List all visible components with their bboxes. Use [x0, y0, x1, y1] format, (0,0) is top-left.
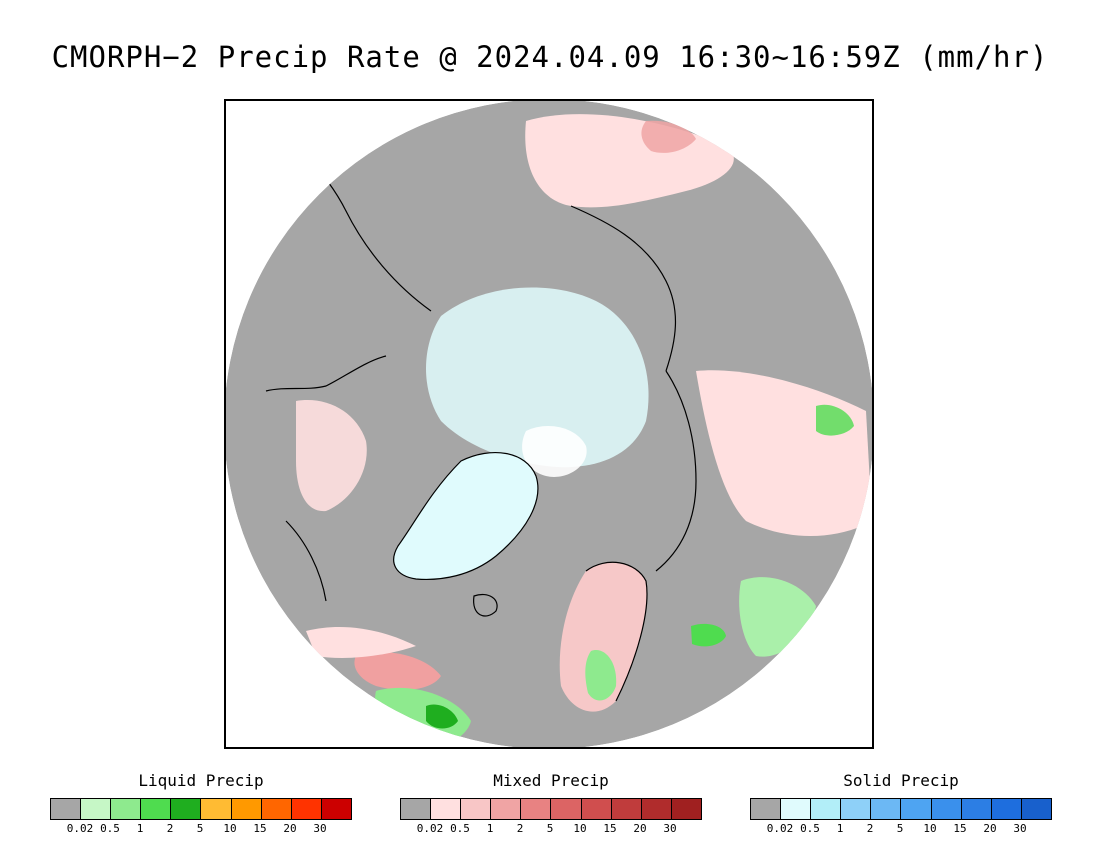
legend-tick-label: 30	[663, 822, 677, 835]
region-scandinavia-mixed	[559, 562, 647, 712]
legend-tick-label: 0.02	[66, 822, 94, 835]
legend-title: Liquid Precip	[138, 771, 264, 790]
legend-title: Solid Precip	[843, 771, 959, 790]
legend-swatch	[581, 799, 612, 819]
legend-tick-label: 0.02	[766, 822, 794, 835]
legend-swatch	[81, 799, 112, 819]
legend-liquid: Liquid Precip 0.02 0.5 1 2 5 10 15 20 30	[50, 770, 352, 836]
legend-tick-label: 5	[196, 822, 204, 835]
legend-swatch	[51, 799, 82, 819]
legend-swatch	[551, 799, 582, 819]
region-central-arctic-white	[522, 426, 587, 477]
legend-swatch	[611, 799, 642, 819]
map-title: CMORPH−2 Precip Rate @ 2024.04.09 16:30~…	[51, 40, 1049, 74]
legend-solid: Solid Precip 0.02 0.5 1 2 5 10 15 20 30	[750, 770, 1052, 836]
legend-swatch	[491, 799, 522, 819]
legend-swatch	[781, 799, 812, 819]
legend-colorbar	[50, 798, 352, 820]
legend-swatch	[401, 799, 432, 819]
legend-ticks: 0.02 0.5 1 2 5 10 15 20 30	[400, 822, 702, 836]
region-atlantic-mixed-light	[306, 626, 416, 658]
legend-swatch	[841, 799, 872, 819]
legend-tick-label: 20	[983, 822, 997, 835]
polar-precip-map	[226, 101, 872, 747]
legend-swatch	[671, 799, 701, 819]
legend-swatch	[321, 799, 351, 819]
legend-swatch	[991, 799, 1022, 819]
legend-swatch	[521, 799, 552, 819]
region-russia-liquid-dense	[691, 623, 726, 647]
legend-swatch	[901, 799, 932, 819]
legend-swatch	[461, 799, 492, 819]
legend-tick-label: 30	[313, 822, 327, 835]
legend-tick-label: 10	[223, 822, 237, 835]
legend-mixed: Mixed Precip 0.02 0.5 1 2 5 10 15 20 30	[400, 770, 702, 836]
legend-tick-label: 20	[283, 822, 297, 835]
region-atlantic-liquid-dense	[426, 704, 458, 729]
legend-tick-label: 15	[253, 822, 267, 835]
legend-tick-label: 2	[516, 822, 524, 835]
legend-tick-label: 30	[1013, 822, 1027, 835]
legend-tick-label: 1	[836, 822, 844, 835]
legend-swatch	[171, 799, 202, 819]
legend-swatch	[201, 799, 232, 819]
legend-tick-label: 15	[953, 822, 967, 835]
legend-tick-label: 0.5	[100, 822, 120, 835]
legend-tick-label: 2	[866, 822, 874, 835]
region-central-arctic	[426, 287, 649, 468]
legend-ticks: 0.02 0.5 1 2 5 10 15 20 30	[50, 822, 352, 836]
legend-swatch	[291, 799, 322, 819]
legend-swatch	[871, 799, 902, 819]
legend-swatch	[141, 799, 172, 819]
legend-tick-label: 10	[573, 822, 587, 835]
legend-swatch	[431, 799, 462, 819]
region-bering-darker	[641, 120, 696, 153]
legend-swatch	[931, 799, 962, 819]
legend-tick-label: 0.02	[416, 822, 444, 835]
legend-tick-label: 5	[896, 822, 904, 835]
legend-title: Mixed Precip	[493, 771, 609, 790]
legend-swatch	[961, 799, 992, 819]
region-scandinavia-liquid	[585, 650, 617, 701]
legend-swatch	[261, 799, 292, 819]
legend-tick-label: 2	[166, 822, 174, 835]
legend-ticks: 0.02 0.5 1 2 5 10 15 20 30	[750, 822, 1052, 836]
legend-swatch	[1021, 799, 1051, 819]
legend-tick-label: 15	[603, 822, 617, 835]
legend-tick-label: 1	[486, 822, 494, 835]
region-central-asia-liquid	[816, 404, 854, 436]
legend-tick-label: 1	[136, 822, 144, 835]
legend-swatch	[111, 799, 142, 819]
legend-colorbar	[400, 798, 702, 820]
legend-swatch	[231, 799, 262, 819]
legend-swatch	[751, 799, 782, 819]
legend-tick-label: 20	[633, 822, 647, 835]
region-greenland	[393, 452, 538, 580]
region-canada-mixed	[296, 400, 367, 512]
map-frame	[224, 99, 874, 749]
legend-tick-label: 5	[546, 822, 554, 835]
legend-tick-label: 10	[923, 822, 937, 835]
legend-colorbar	[750, 798, 1052, 820]
legend-swatch	[641, 799, 672, 819]
legend-tick-label: 0.5	[800, 822, 820, 835]
legend-swatch	[811, 799, 842, 819]
region-atlantic-mixed	[354, 652, 441, 690]
legend-tick-label: 0.5	[450, 822, 470, 835]
